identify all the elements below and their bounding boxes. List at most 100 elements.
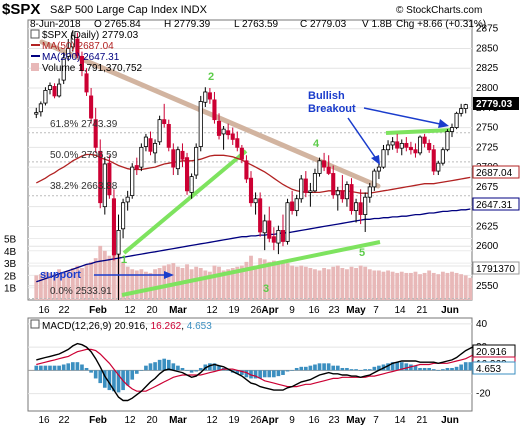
candle-body	[322, 160, 327, 168]
date-tick-bottom: Jun	[441, 415, 459, 426]
volume-bar	[171, 263, 176, 300]
macd-hist-bar	[450, 367, 454, 371]
candle-body	[107, 162, 112, 196]
date-tick-top: Jun	[441, 305, 459, 316]
candle-body	[390, 141, 395, 146]
volume-bar	[408, 272, 413, 300]
ma200-path	[36, 208, 471, 283]
date-tick-top: May	[346, 305, 366, 316]
candle-body	[459, 108, 464, 114]
price-axis: 2550257526002625265026752700272527502775…	[476, 24, 499, 292]
ma200-legend: MA(200) 2647.31	[42, 52, 120, 63]
candle-body	[116, 229, 121, 255]
fib-label-618: 61.8% 2743.39	[50, 119, 118, 130]
candle-body	[294, 198, 299, 212]
volume-bars	[34, 239, 473, 300]
volume-bar	[418, 274, 422, 300]
volume-bar	[285, 263, 290, 300]
volume-badge-text: 1791370	[476, 264, 515, 275]
date-tick-top: 19	[228, 305, 240, 316]
support-arrow-head	[164, 271, 174, 279]
candle-body	[230, 133, 235, 140]
volume-bar	[249, 255, 253, 300]
volume-bar	[267, 261, 272, 300]
support-trendline-upper	[122, 149, 248, 255]
volume-bar	[276, 263, 281, 300]
candle-body	[386, 144, 391, 151]
date-tick-bottom: 14	[394, 415, 406, 426]
date-tick-top: 9	[289, 305, 295, 316]
candle-body	[184, 157, 190, 192]
macd-hist-bar	[98, 370, 103, 384]
hist-badge-bg	[472, 361, 516, 375]
candle-body	[43, 89, 48, 104]
price-tick-label: 2875	[476, 24, 499, 35]
date-tick-bottom: 20	[146, 415, 158, 426]
volume-bar	[386, 270, 390, 300]
macd-hist-bar	[285, 370, 290, 372]
volume-badge-bg	[472, 261, 520, 275]
volume-bar	[372, 270, 377, 300]
macd-hist-bar	[349, 369, 354, 371]
candle-body	[84, 73, 89, 93]
date-axis-bottom: 16 22 Feb 12 20 Mar 12 19 26 Apr 9 16 23 May 7 14 21 Jun	[38, 415, 458, 426]
breakout-arrow-down-head	[371, 155, 380, 165]
volume-bar	[134, 270, 139, 300]
macd-hist-bar	[185, 370, 189, 371]
macd-hist-bar	[317, 363, 322, 371]
candle-body	[276, 229, 281, 244]
hist-badge-text: 4.653	[476, 364, 501, 375]
volume-bar	[445, 272, 450, 300]
macd-hist-bar	[240, 370, 244, 375]
price-candles	[34, 30, 468, 300]
macd-hist-bar	[34, 365, 39, 371]
candle-body	[344, 184, 349, 200]
macd-hist-bar	[422, 367, 427, 371]
volume-bar	[89, 261, 94, 300]
macd-hist-bar	[43, 365, 48, 371]
macd-tick-label: -20	[476, 389, 491, 400]
candle-body	[239, 147, 244, 160]
wave-label-3: 3	[263, 283, 269, 295]
candle-body	[79, 55, 85, 72]
volume-bar	[468, 277, 473, 300]
date-tick-top: Feb	[89, 305, 107, 316]
volume-bar	[331, 266, 336, 300]
volume-bar	[244, 261, 249, 300]
volume-bar	[459, 274, 464, 300]
candle-body	[422, 136, 427, 144]
close-badge-text: 2779.03	[476, 99, 513, 110]
price-legend-swatch	[30, 29, 40, 39]
macd-hist-bar	[358, 370, 363, 371]
volume-value: V 1.8B	[362, 19, 392, 30]
macd-tick-label: 40	[476, 319, 488, 330]
candle-body	[216, 120, 222, 136]
date-tick-bottom: May	[346, 415, 366, 426]
price-tick-label: 2850	[476, 43, 499, 54]
macd-hist-bar	[194, 370, 199, 372]
macd-hist-bar	[445, 367, 450, 371]
date-tick-bottom: Feb	[89, 415, 107, 426]
credit-text: © StockCharts.com	[396, 5, 482, 16]
macd-hist-bar	[166, 359, 171, 371]
candle-body	[70, 35, 75, 48]
breakout-arrow-down	[347, 117, 378, 161]
ma200-badge: 2647.31	[472, 197, 520, 211]
candle-body	[38, 103, 43, 113]
candle-body	[102, 163, 107, 208]
volume-bar	[112, 239, 116, 300]
volume-bar	[390, 271, 395, 300]
volume-bar	[57, 269, 62, 300]
date-tick-bottom: 19	[228, 415, 240, 426]
macd-hist-bar	[431, 369, 436, 371]
volume-badge: 1791370	[472, 261, 520, 275]
volume-bar	[221, 270, 226, 300]
macd-badges: 20.916 16.262 4.653	[472, 344, 516, 375]
macd-hist-bar	[427, 367, 431, 371]
symbol-title: $SPX	[2, 1, 40, 18]
macd-hist-bar	[290, 370, 294, 371]
volume-bar	[367, 269, 372, 300]
date-tick-bottom: 12	[206, 415, 218, 426]
macd-hist-bar	[313, 364, 317, 371]
